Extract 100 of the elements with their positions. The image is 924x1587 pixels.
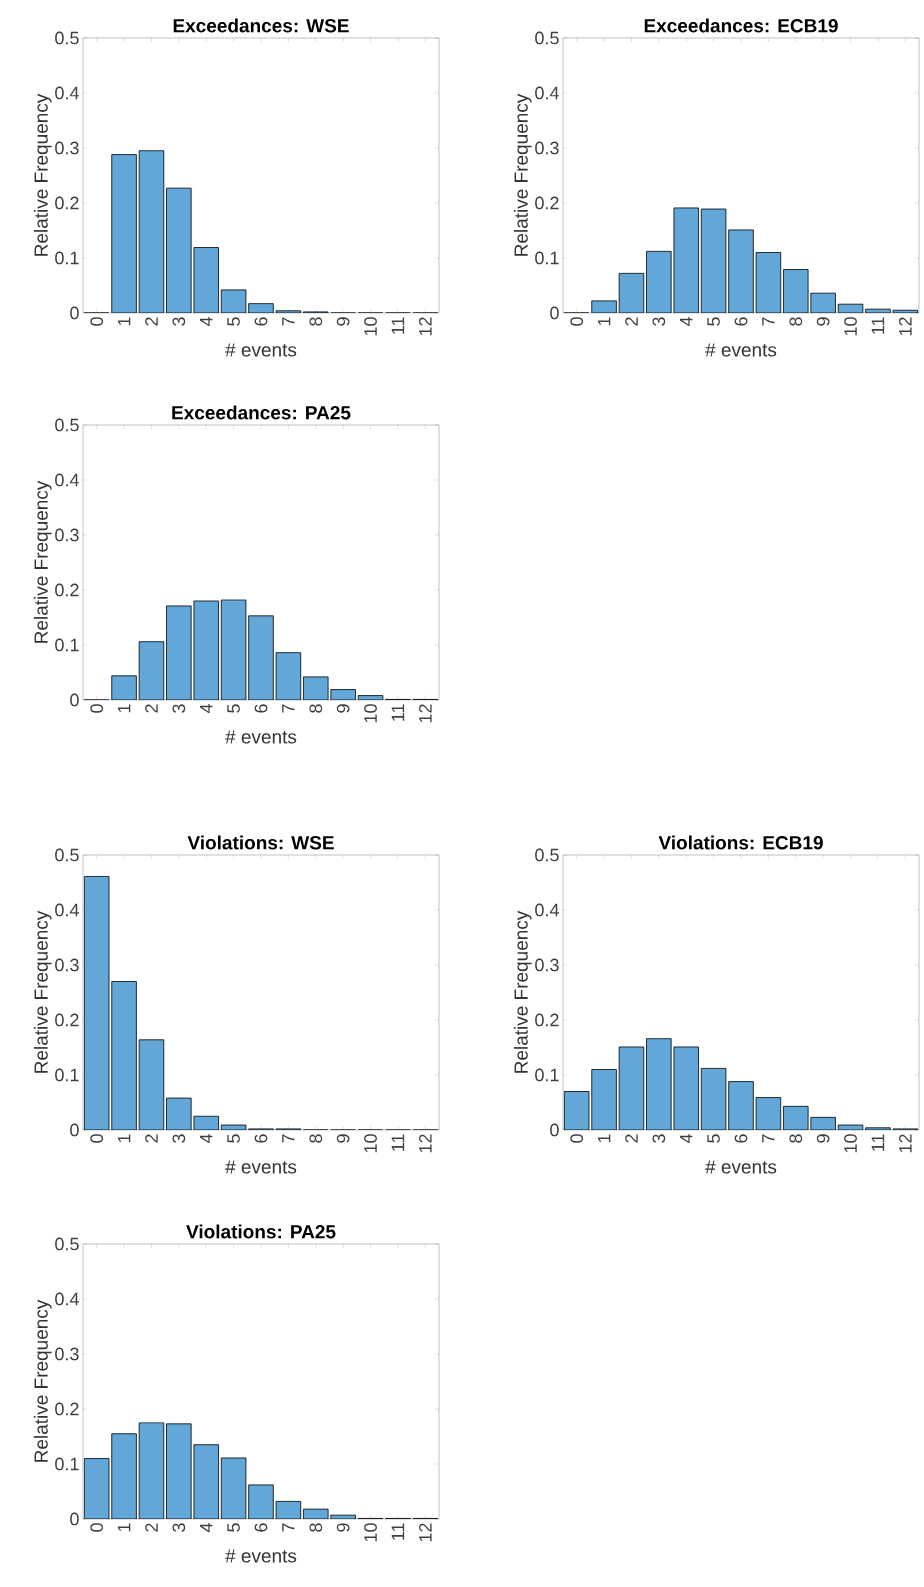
y-tick-label: 0.2 [55, 583, 79, 597]
y-tick-label: 0.3 [55, 141, 79, 155]
chart-title: Violations: WSE [187, 835, 334, 850]
y-tick-label: 0.3 [535, 141, 559, 155]
y-axis-title: Relative Frequency [33, 1299, 52, 1462]
x-tick-label: 1 [117, 704, 131, 713]
x-axis-title: # events [225, 1549, 297, 1563]
x-tick-label: 5 [707, 317, 720, 326]
y-tick-label: 0.1 [55, 1068, 79, 1082]
x-tick-label: 7 [282, 317, 295, 326]
chart-title: Violations: PA25 [186, 1224, 336, 1239]
x-tick-label: 7 [282, 1134, 295, 1143]
x-tick-label: 2 [145, 317, 158, 326]
x-tick-label: 9 [336, 704, 350, 713]
x-tick-label: 6 [734, 317, 748, 326]
y-axis-title: Relative Frequency [33, 93, 52, 256]
x-tick-label: 8 [789, 1134, 803, 1143]
x-tick-label: 12 [899, 317, 912, 336]
x-tick-label: 4 [200, 317, 213, 327]
x-tick-label: 10 [844, 1134, 857, 1153]
y-tick-label: 0.1 [535, 251, 559, 265]
x-tick-label: 11 [391, 1134, 405, 1151]
x-tick-label: 9 [336, 1523, 350, 1532]
x-tick-label: 4 [680, 317, 693, 327]
x-tick-label: 5 [227, 704, 240, 713]
y-axis-title: Relative Frequency [513, 910, 532, 1073]
x-axis-title: # events [225, 343, 297, 357]
chart-title: Violations: ECB19 [658, 835, 823, 850]
y-tick-label: 0.2 [55, 196, 79, 210]
x-tick-label: 8 [789, 317, 803, 326]
x-tick-label: 0 [570, 317, 584, 326]
x-tick-label: 0 [90, 1523, 104, 1532]
x-tick-label: 2 [145, 1523, 158, 1532]
x-tick-label: 10 [364, 1523, 377, 1542]
x-tick-label: 3 [172, 1523, 186, 1532]
x-tick-label: 3 [652, 317, 666, 326]
x-tick-label: 0 [570, 1134, 584, 1143]
chart-title: Exceedances: WSE [173, 18, 349, 33]
chart-title: Exceedances: ECB19 [644, 18, 838, 33]
x-tick-label: 4 [680, 1134, 693, 1144]
y-axis-title: Relative Frequency [33, 910, 52, 1073]
x-tick-label: 8 [309, 1523, 323, 1532]
x-tick-label: 0 [90, 1134, 104, 1143]
x-tick-label: 8 [309, 704, 323, 713]
x-tick-label: 5 [227, 1523, 240, 1532]
x-tick-label: 4 [200, 1134, 213, 1144]
x-tick-label: 9 [336, 317, 350, 326]
y-tick-label: 0.1 [55, 1457, 79, 1471]
x-tick-label: 2 [145, 1134, 158, 1143]
x-tick-label: 2 [145, 704, 158, 713]
x-axis-title: # events [705, 1160, 777, 1174]
x-tick-label: 11 [871, 317, 885, 334]
x-tick-label: 12 [899, 1134, 912, 1153]
x-axis-title: # events [705, 343, 777, 357]
y-tick-label: 0.4 [535, 86, 559, 100]
x-tick-label: 11 [391, 317, 405, 334]
x-tick-label: 6 [254, 317, 268, 326]
x-tick-label: 3 [172, 317, 186, 326]
x-tick-label: 10 [364, 1134, 377, 1153]
x-tick-label: 0 [90, 317, 104, 326]
x-tick-label: 6 [254, 704, 268, 713]
x-tick-label: 9 [336, 1134, 350, 1143]
x-tick-label: 1 [597, 317, 611, 326]
y-tick-label: 0.4 [55, 1292, 79, 1306]
x-tick-label: 2 [625, 1134, 638, 1143]
x-tick-label: 10 [364, 704, 377, 723]
x-tick-label: 4 [200, 704, 213, 714]
y-tick-label: 0.1 [535, 1068, 559, 1082]
y-tick-label: 0.3 [535, 958, 559, 972]
x-tick-label: 1 [117, 317, 131, 326]
y-tick-label: 0.2 [55, 1013, 79, 1027]
x-tick-label: 6 [254, 1134, 268, 1143]
x-tick-label: 3 [652, 1134, 666, 1143]
y-tick-label: 0.5 [535, 848, 559, 862]
x-tick-label: 7 [282, 1523, 295, 1532]
chart-title: Exceedances: PA25 [172, 405, 351, 420]
x-tick-label: 12 [419, 1523, 432, 1542]
x-tick-label: 6 [734, 1134, 748, 1143]
x-tick-label: 10 [844, 317, 857, 336]
y-tick-label: 0.2 [535, 196, 559, 210]
x-axis-title: # events [225, 1160, 297, 1174]
y-tick-label: 0.5 [55, 848, 79, 862]
x-tick-label: 12 [419, 317, 432, 336]
x-tick-label: 7 [762, 1134, 775, 1143]
x-tick-label: 0 [90, 704, 104, 713]
x-tick-label: 5 [227, 317, 240, 326]
x-tick-label: 1 [597, 1134, 611, 1143]
x-tick-label: 4 [200, 1523, 213, 1533]
y-tick-label: 0.4 [55, 903, 79, 917]
x-tick-label: 11 [391, 704, 405, 721]
x-tick-label: 5 [227, 1134, 240, 1143]
y-tick-label: 0.4 [535, 903, 559, 917]
x-tick-label: 7 [282, 704, 295, 713]
y-tick-label: 0.4 [55, 473, 79, 487]
x-tick-label: 3 [172, 704, 186, 713]
x-tick-label: 12 [419, 704, 432, 723]
x-tick-label: 11 [871, 1134, 885, 1151]
x-tick-label: 2 [625, 317, 638, 326]
x-tick-label: 9 [816, 317, 830, 326]
x-tick-label: 3 [172, 1134, 186, 1143]
